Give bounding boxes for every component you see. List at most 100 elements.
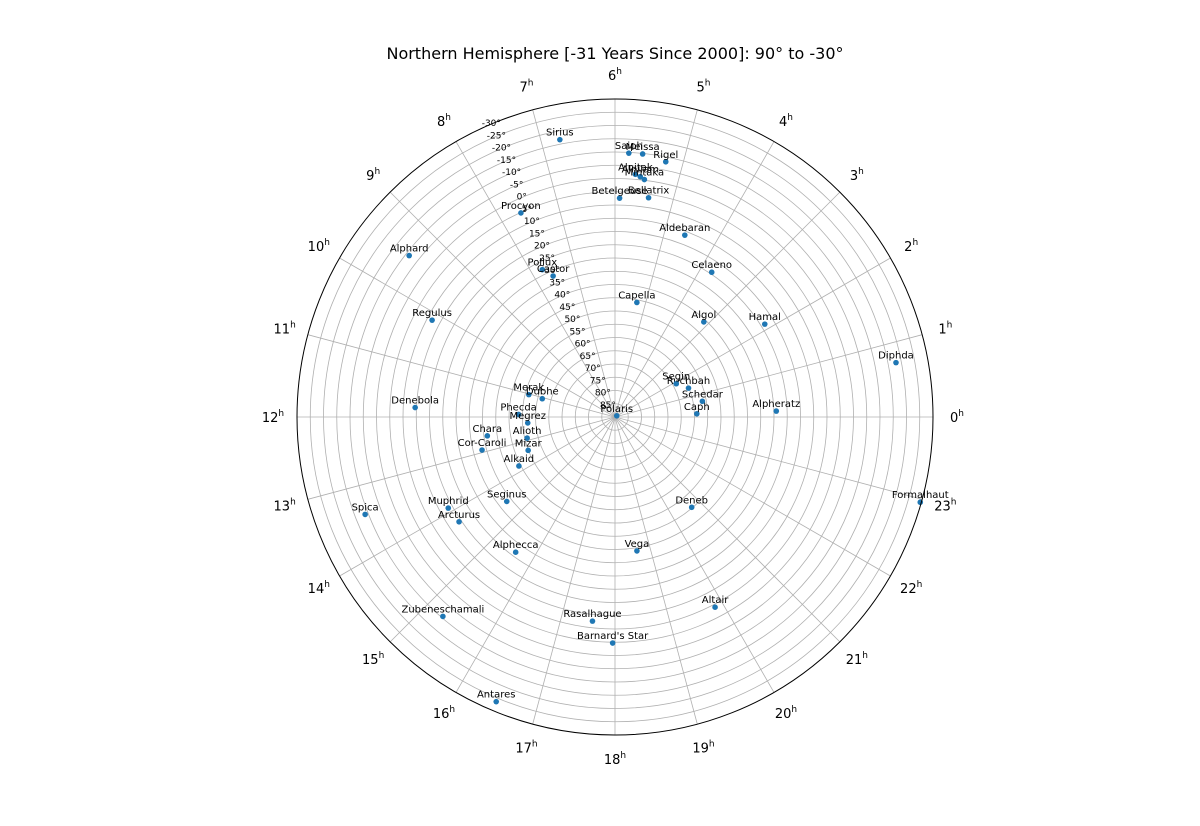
ra-tick-unit: h [532,739,538,749]
star-point [412,404,418,411]
star-label: Arcturus [438,510,480,521]
ra-tick-label: 0h [950,409,964,426]
star-point [773,408,780,414]
star-point [539,266,546,273]
star-point [673,380,680,387]
star-point [613,412,620,419]
ra-tick-unit: h [449,705,455,715]
star-label: Barnard's Star [577,631,649,642]
star-point [699,398,706,405]
polar-grid [297,99,933,735]
star-point [893,359,899,366]
ra-tick-label: 6h [608,67,622,84]
ra-gridline [614,141,775,418]
star-label: Saiph [615,141,643,152]
dec-tick-label: 55° [570,327,586,337]
ra-tick-label: 15h [362,651,384,668]
star-point [550,273,556,279]
ra-gridline [389,416,616,643]
dec-tick-label: 65° [580,352,596,362]
star-point [484,433,491,439]
dec-tick-label: 40° [554,291,570,301]
ra-tick-unit: h [912,238,918,248]
star-label: Alnitak [618,162,653,173]
dec-tick-label: 15° [529,229,545,239]
dec-tick-label: 25° [539,254,555,264]
ra-tick-unit: h [951,498,957,508]
ra-tick-unit: h [528,79,534,89]
star-label: Procyon [501,201,541,212]
star-point [524,435,530,441]
star-label: Diphda [878,351,914,362]
star-point [634,548,640,554]
dec-tick-label: -20° [492,144,511,154]
star-point [662,158,669,165]
star-label: Megrez [510,411,546,422]
ra-tick-unit: h [379,651,385,661]
ra-gridline [455,416,616,693]
ra-gridline [307,416,616,500]
ra-tick-label: 12h [262,409,284,426]
star-label: Phecda [500,402,537,413]
star-point [515,411,522,418]
star-point [708,269,715,276]
star-label: Aldebaran [659,223,710,234]
star-point [589,618,596,624]
ra-tick-label: 17h [515,739,537,756]
ra-tick-label: 4h [779,113,793,130]
star-point [524,420,531,426]
star-label: Bellatrix [628,186,670,197]
star-label: Cor-Caroli [458,438,507,449]
star-label: Mizar [515,438,543,449]
ra-gridline [614,191,841,418]
star-label: Alphard [390,244,429,255]
star-label: Rigel [653,150,678,161]
dec-tick-label: 80° [595,389,611,399]
dec-tick-label: 75° [590,376,606,386]
star-label: Celaeno [691,260,732,271]
star-label: Merak [513,383,544,394]
dec-tick-label: 60° [575,340,591,350]
ra-gridline [614,257,891,418]
ra-tick-label: 16h [433,705,455,722]
star-point [445,505,452,511]
star-point [440,613,446,620]
star-point [479,447,485,453]
star-point [637,173,644,180]
star-point [701,319,707,325]
ra-tick-label: 10h [308,238,330,255]
ra-tick-label: 8h [437,113,451,130]
star-point [429,317,435,323]
star-label: Alpheratz [752,399,800,410]
star-label: Hamal [749,312,781,323]
star-label: Zubeneschamali [401,604,484,615]
star-label: Spica [352,502,379,513]
dec-tick-label: 35° [549,278,565,288]
ra-tick-unit: h [620,751,626,761]
ra-tick-unit: h [278,409,284,419]
star-point [761,321,768,327]
star-label: Castor [537,264,570,275]
star-point [688,504,695,511]
ra-tick-unit: h [709,739,715,749]
star-point [493,698,500,705]
star-label: Betelgeuse [592,186,648,197]
star-point [626,150,632,156]
star-label: Formalhaut [892,490,949,501]
ra-tick-unit: h [324,238,330,248]
star-point [516,463,522,469]
ra-tick-unit: h [947,320,953,330]
star-label: Schedar [682,389,724,400]
ra-gridline [614,334,923,418]
ra-gridline [614,416,891,577]
star-label: Regulus [412,308,452,319]
ra-gridline [614,416,841,643]
ra-gridline [532,416,616,725]
star-point [525,447,531,454]
ra-tick-label: 2h [904,238,918,255]
ra-tick-label: 14h [308,580,330,597]
star-label: Muphrid [428,496,469,507]
star-point [456,518,462,525]
ra-tick-unit: h [858,167,864,177]
chart-title: Northern Hemisphere [-31 Years Since 200… [386,44,843,63]
